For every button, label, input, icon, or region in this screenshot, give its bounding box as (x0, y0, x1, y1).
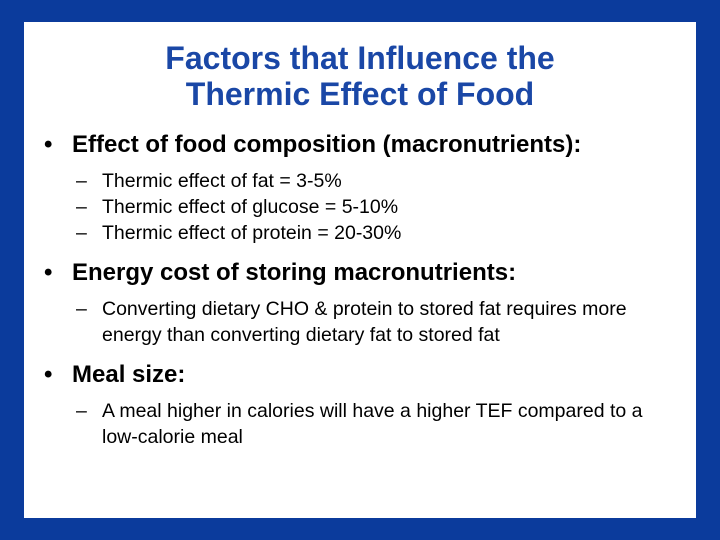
sub-item: – Thermic effect of protein = 20-30% (76, 220, 676, 246)
bullet-dot: • (44, 259, 53, 286)
bullet-text: Effect of food composition (macronutrien… (72, 131, 582, 158)
bullet-energy-cost: • Energy cost of storing macronutrients: (44, 258, 676, 288)
title-line-2: Thermic Effect of Food (185, 76, 535, 112)
bullet-food-composition: • Effect of food composition (macronutri… (44, 130, 676, 160)
slide-title: Factors that Influence the Thermic Effec… (24, 40, 696, 112)
bullet-dot: • (44, 361, 53, 388)
sub-text: Thermic effect of protein = 20-30% (102, 222, 402, 244)
sub-item: – Converting dietary CHO & protein to st… (76, 296, 676, 348)
sub-list-energy-cost: – Converting dietary CHO & protein to st… (44, 296, 676, 348)
sub-dash: – (76, 400, 87, 422)
sub-item: – A meal higher in calories will have a … (76, 398, 676, 450)
sub-text: Thermic effect of glucose = 5-10% (102, 196, 399, 218)
sub-dash: – (76, 196, 87, 218)
sub-dash: – (76, 222, 87, 244)
sub-text: Converting dietary CHO & protein to stor… (102, 298, 627, 346)
sub-item: – Thermic effect of fat = 3-5% (76, 168, 676, 194)
sub-item: – Thermic effect of glucose = 5-10% (76, 194, 676, 220)
sub-list-food-composition: – Thermic effect of fat = 3-5% – Thermic… (44, 168, 676, 246)
sub-text: Thermic effect of fat = 3-5% (102, 170, 342, 192)
sub-dash: – (76, 298, 87, 320)
bullet-text: Meal size: (72, 361, 186, 388)
slide-content: • Effect of food composition (macronutri… (44, 130, 676, 450)
sub-dash: – (76, 170, 87, 192)
bullet-dot: • (44, 131, 53, 158)
sub-list-meal-size: – A meal higher in calories will have a … (44, 398, 676, 450)
sub-text: A meal higher in calories will have a hi… (102, 400, 643, 448)
bullet-text: Energy cost of storing macronutrients: (72, 259, 517, 286)
title-line-1: Factors that Influence the (165, 40, 555, 76)
bullet-meal-size: • Meal size: (44, 360, 676, 390)
